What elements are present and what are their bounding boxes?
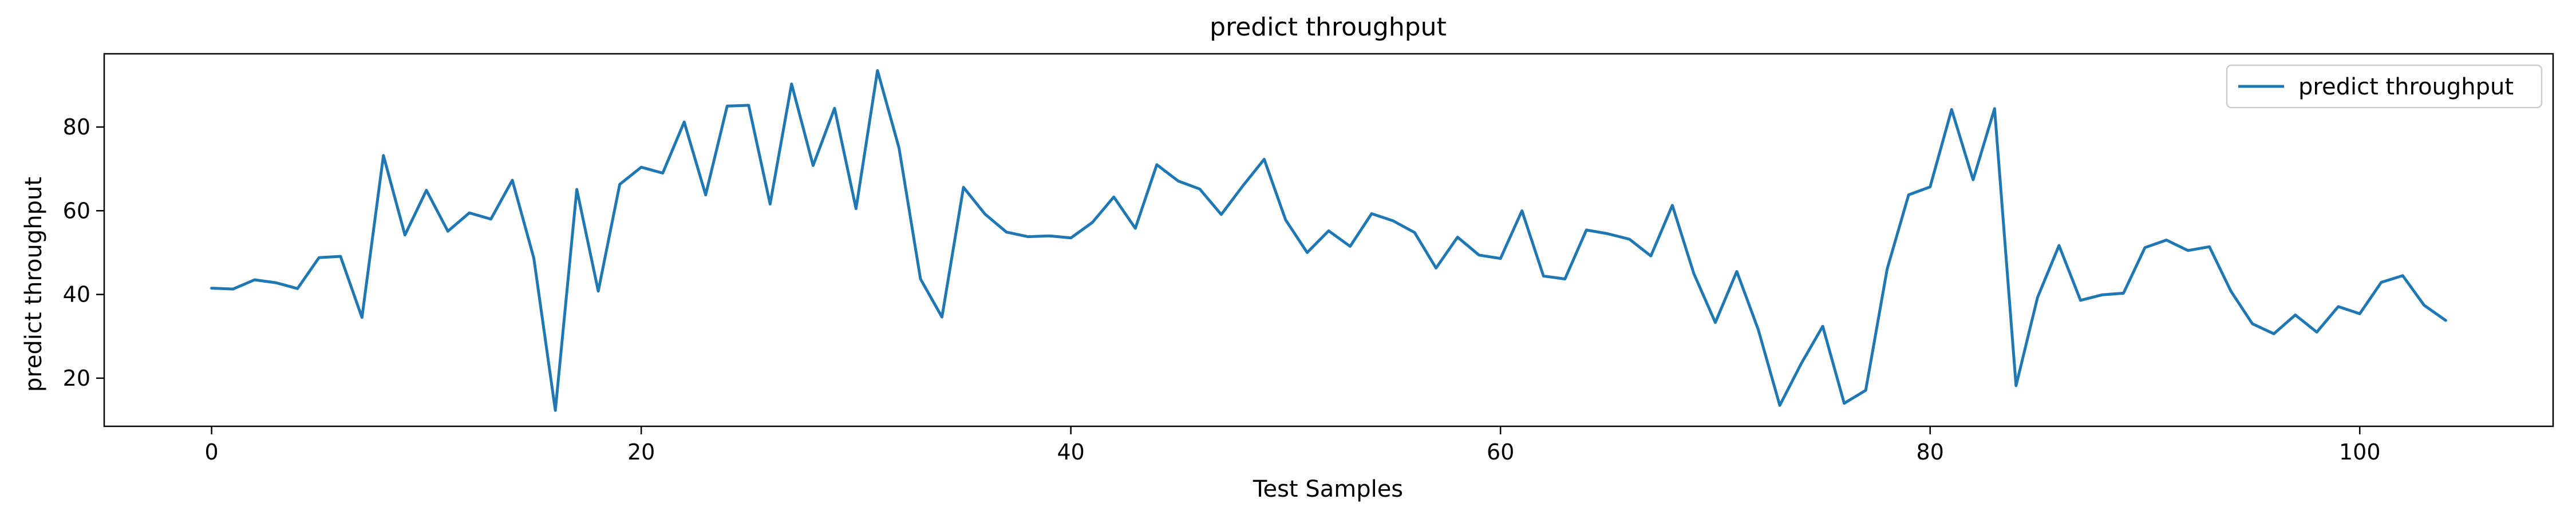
- x-tick-label: 40: [1057, 439, 1085, 465]
- y-tick-label: 60: [63, 198, 90, 223]
- axes-frame: [103, 53, 2554, 427]
- legend-label: predict throughput: [2298, 74, 2514, 100]
- x-tick-label: 0: [205, 439, 219, 465]
- x-axis-label: Test Samples: [1253, 476, 1403, 502]
- x-tick-label: 100: [2339, 439, 2381, 465]
- x-tick-label: 80: [1917, 439, 1944, 465]
- y-axis: 20 40 60 80: [63, 114, 104, 391]
- series-line-0: [210, 69, 2447, 412]
- y-tick-label: 40: [63, 282, 90, 307]
- y-tick-label: 80: [63, 114, 90, 140]
- y-axis-label: predict throughput: [21, 177, 47, 392]
- x-axis: 0 20 40 60 80 100: [205, 426, 2381, 465]
- legend: predict throughput: [2226, 64, 2543, 109]
- plot-area: [103, 53, 2554, 427]
- legend-box: [2226, 64, 2543, 109]
- y-tick-label: 20: [63, 366, 90, 391]
- x-tick-label: 60: [1487, 439, 1514, 465]
- chart-title: predict throughput: [1210, 13, 1447, 42]
- x-tick-label: 20: [627, 439, 655, 465]
